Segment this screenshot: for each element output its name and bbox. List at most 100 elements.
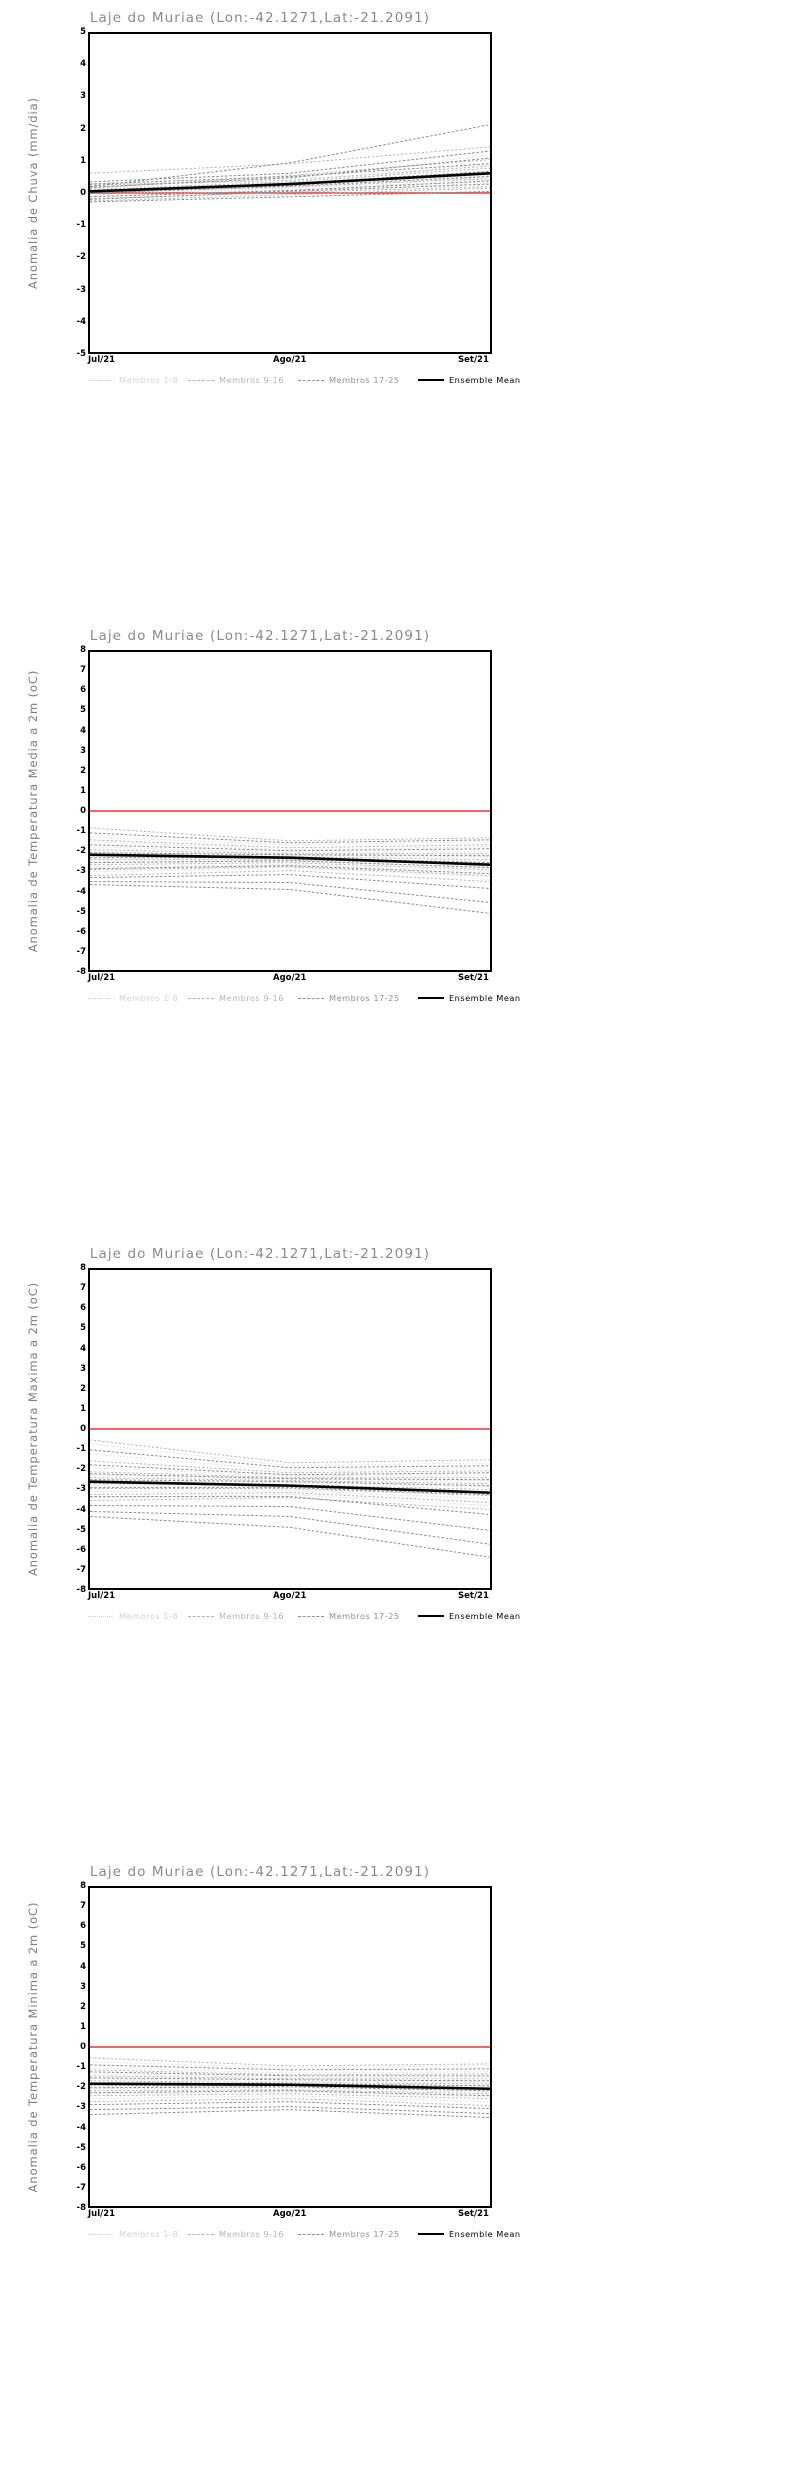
series-line [90, 2080, 490, 2085]
y-tick-label: 2 [80, 765, 86, 776]
x-tick-label: Set/21 [458, 1591, 489, 1601]
legend-item-label: Ensemble Mean [449, 2229, 521, 2239]
y-axis-ticks: 5 4 3 2 1 0 -1 -2 -3 -4 -5 [52, 28, 86, 358]
series-line [90, 884, 490, 914]
y-tick-label: 4 [80, 1343, 86, 1354]
legend-item-label: Ensemble Mean [449, 1611, 521, 1621]
y-axis-ticks: 8 7 6 5 4 3 2 1 0 -1 -2 -3 -4 -5 -6 -7 -8 [52, 646, 86, 976]
series-line [90, 870, 490, 883]
y-tick-label: -5 [76, 349, 86, 359]
y-tick-label: -2 [76, 1464, 86, 1475]
series-line [90, 1490, 490, 1500]
y-tick-label: -1 [76, 220, 86, 231]
legend-item[interactable]: Membros 17-25 [298, 1611, 400, 1621]
legend-item[interactable]: Ensemble Mean [418, 2229, 521, 2239]
x-tick-label: Set/21 [458, 2209, 489, 2219]
legend-line-icon [188, 379, 214, 381]
series-line [90, 1480, 490, 1488]
legend-item[interactable]: Membros 17-25 [298, 375, 400, 385]
series-line [90, 1497, 490, 1510]
y-tick-label: -7 [76, 2182, 86, 2193]
y-tick-label: 1 [80, 155, 86, 166]
legend-item[interactable]: Membros 17-25 [298, 2229, 400, 2239]
series-line [90, 1467, 490, 1477]
y-tick-label: -3 [76, 284, 86, 295]
series-line [90, 1453, 490, 1472]
legend-item[interactable]: Membros 1-8 [88, 1611, 178, 1621]
legend-item-label: Membros 9-16 [219, 1611, 284, 1621]
series-line [90, 866, 490, 877]
legend-item[interactable]: Membros 9-16 [188, 2229, 284, 2239]
series-line [90, 2077, 490, 2082]
series-line [90, 2091, 490, 2098]
series-line [90, 187, 490, 202]
series-line [90, 1496, 490, 1515]
series-line [90, 881, 490, 903]
series-line [90, 2067, 490, 2074]
x-tick-label: Set/21 [458, 355, 489, 365]
y-tick-label: 8 [80, 1881, 86, 1891]
y-tick-label: -6 [76, 2162, 86, 2173]
legend-line-icon [298, 379, 324, 381]
x-tick-label: Ago/21 [273, 1591, 307, 1601]
x-tick-label: Ago/21 [273, 973, 307, 983]
series-line [90, 1471, 490, 1479]
series-line [90, 2071, 490, 2077]
x-axis-ticks: Jul/21 Ago/21 Set/21 [88, 973, 492, 989]
plot-area [88, 650, 492, 972]
legend-line-icon [188, 997, 214, 999]
plot-canvas [90, 2046, 490, 2119]
plot-canvas [90, 1428, 490, 1558]
y-tick-label: -2 [76, 846, 86, 857]
legend-item[interactable]: Ensemble Mean [418, 1611, 521, 1621]
series-line [90, 853, 490, 866]
y-tick-label: -1 [76, 826, 86, 837]
x-tick-label: Ago/21 [273, 355, 307, 365]
legend-item[interactable]: Ensemble Mean [418, 993, 521, 1003]
panel-title: Laje do Muriae (Lon:-42.1271,Lat:-21.209… [89, 1246, 431, 1262]
y-axis-label: Anomalia de Temperatura Maxima a 2m (oC) [26, 1281, 40, 1577]
y-tick-label: -4 [76, 886, 86, 897]
plot-area [88, 1268, 492, 1590]
y-tick-label: -4 [76, 1504, 86, 1515]
series-line [90, 1510, 490, 1545]
series-line [90, 1460, 490, 1474]
legend-item[interactable]: Membros 1-8 [88, 375, 178, 385]
legend-item[interactable]: Ensemble Mean [418, 375, 521, 385]
legend-line-icon [88, 379, 114, 381]
series-line [90, 2057, 490, 2067]
y-tick-label: 6 [80, 685, 86, 696]
series-line [90, 1474, 490, 1482]
forecast-panel-2: Laje do Muriae (Lon:-42.1271,Lat:-21.209… [0, 1236, 520, 1854]
series-line [90, 851, 490, 858]
legend-item[interactable]: Membros 1-8 [88, 2229, 178, 2239]
series-line [90, 172, 490, 193]
y-tick-label: 3 [80, 1981, 86, 1992]
legend-item[interactable]: Membros 1-8 [88, 993, 178, 1003]
series-line [90, 865, 490, 875]
panel-title: Laje do Muriae (Lon:-42.1271,Lat:-21.209… [89, 628, 431, 644]
series-line [90, 190, 490, 203]
y-tick-label: 5 [80, 705, 86, 716]
legend-item[interactable]: Membros 9-16 [188, 993, 284, 1003]
y-tick-label: 6 [80, 1921, 86, 1932]
plot-area [88, 32, 492, 354]
series-line [90, 175, 490, 194]
y-tick-label: -3 [76, 866, 86, 877]
chart-legend: Membros 1-8 Membros 9-16 Membros 17-25 Ense… [88, 1608, 520, 1624]
y-tick-label: 4 [80, 59, 86, 70]
series-line [90, 2098, 490, 2107]
y-tick-label: -7 [76, 946, 86, 957]
series-line [90, 827, 490, 842]
series-line [90, 839, 490, 849]
x-tick-label: Jul/21 [88, 973, 116, 983]
x-tick-label: Jul/21 [88, 1591, 116, 1601]
series-line [90, 1449, 490, 1469]
legend-item-label: Membros 17-25 [329, 2229, 400, 2239]
legend-line-icon [298, 997, 324, 999]
y-tick-label: 0 [80, 188, 86, 198]
legend-item[interactable]: Membros 9-16 [188, 375, 284, 385]
legend-item-label: Membros 1-8 [119, 993, 179, 1003]
legend-item[interactable]: Membros 9-16 [188, 1611, 284, 1621]
legend-item[interactable]: Membros 17-25 [298, 993, 400, 1003]
